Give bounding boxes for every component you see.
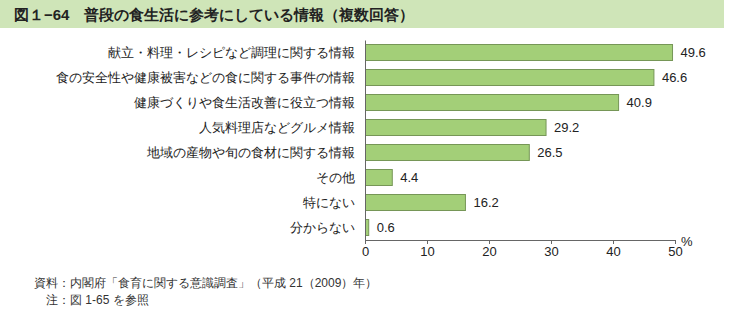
value-axis: 01020304050 xyxy=(362,240,683,259)
tick: 20 xyxy=(482,240,496,259)
tick-label: 10 xyxy=(420,244,434,259)
category-label: 特にない xyxy=(303,195,355,210)
data-labels: 49.6 46.6 40.9 29.2 26.5 4.4 16.2 0.6 xyxy=(377,45,706,235)
data-label: 0.6 xyxy=(377,220,395,235)
axis-label: % xyxy=(681,234,693,249)
bar xyxy=(365,45,673,61)
chart: 図１−64 普段の食生活に参考にしている情報（複数回答） 献立・料理・レシピなど調… xyxy=(0,0,738,319)
tick: 分からない xyxy=(290,220,365,235)
category-label: 分からない xyxy=(290,220,355,235)
value-axis-line xyxy=(366,240,676,241)
bars xyxy=(365,45,673,236)
bar xyxy=(365,195,465,211)
data-label: 29.2 xyxy=(554,120,579,135)
title-band xyxy=(0,0,724,28)
bar xyxy=(365,120,546,136)
tick: 特にない xyxy=(303,195,365,210)
annotations: 資料：内閣府「食育に関する意識調査」（平成 21（2009）年） 注：図 1-65… xyxy=(34,276,377,307)
tick: 0 xyxy=(362,240,369,259)
tick: 人気料理店などグルメ情報 xyxy=(199,120,365,135)
tick-label: 20 xyxy=(482,244,496,259)
category-label: 人気料理店などグルメ情報 xyxy=(199,120,355,135)
tick-label: 40 xyxy=(606,244,620,259)
category-label: 地域の産物や旬の食材に関する情報 xyxy=(146,145,355,160)
bar xyxy=(365,70,654,86)
bar xyxy=(365,95,619,111)
data-label: 26.5 xyxy=(537,145,562,160)
category-axis: 献立・料理・レシピなど調理に関する情報食の安全性や健康被害などの食に関する事件の… xyxy=(56,41,366,241)
tick: その他 xyxy=(316,170,365,185)
tick-label: 0 xyxy=(362,244,369,259)
tick: 食の安全性や健康被害などの食に関する事件の情報 xyxy=(56,70,365,85)
data-label: 16.2 xyxy=(473,195,498,210)
tick: 30 xyxy=(544,240,558,259)
category-label: 食の安全性や健康被害などの食に関する事件の情報 xyxy=(56,70,355,85)
annotation: 注：図 1-65 を参照 xyxy=(46,293,149,307)
data-label: 4.4 xyxy=(400,170,418,185)
category-label: 献立・料理・レシピなど調理に関する情報 xyxy=(108,45,355,60)
category-axis-line xyxy=(365,41,366,241)
tick: 献立・料理・レシピなど調理に関する情報 xyxy=(108,45,365,60)
data-label: 40.9 xyxy=(627,95,652,110)
bar xyxy=(365,170,392,186)
tick-label: 30 xyxy=(544,244,558,259)
tick: 40 xyxy=(606,240,620,259)
title: 図１−64 普段の食生活に参考にしている情報（複数回答） xyxy=(14,6,414,23)
tick: 地域の産物や旬の食材に関する情報 xyxy=(146,145,365,160)
bar xyxy=(365,145,529,161)
data-label: 49.6 xyxy=(681,45,706,60)
annotation: 資料：内閣府「食育に関する意識調査」（平成 21（2009）年） xyxy=(34,276,377,290)
category-label: 健康づくりや食生活改善に役立つ情報 xyxy=(134,95,355,110)
tick: 健康づくりや食生活改善に役立つ情報 xyxy=(134,95,365,110)
tick: 10 xyxy=(420,240,434,259)
category-label: その他 xyxy=(316,170,355,185)
data-label: 46.6 xyxy=(662,70,687,85)
